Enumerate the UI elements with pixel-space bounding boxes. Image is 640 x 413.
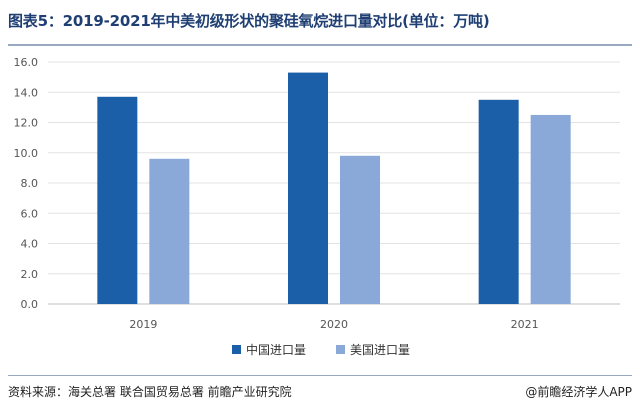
y-tick-label: 6.0 <box>21 207 39 220</box>
y-tick-label: 4.0 <box>21 238 39 251</box>
chart-title: 图表5：2019-2021年中美初级形状的聚硅氧烷进口量对比(单位：万吨) <box>8 12 490 30</box>
legend-label: 美国进口量 <box>350 343 410 357</box>
y-tick-label: 0.0 <box>21 298 39 311</box>
legend-label: 中国进口量 <box>246 342 306 357</box>
bar-usa-2020 <box>340 155 380 304</box>
source-note: 资料来源：海关总署 联合国贸易总署 前瞻产业研究院 <box>8 385 292 399</box>
x-tick-label: 2019 <box>129 318 157 331</box>
chart-area: 0.0 2.0 4.0 6.0 8.0 10.0 12.0 14.0 16.0 2019 2020 2… <box>0 50 640 370</box>
y-tick-label: 14.0 <box>14 86 39 99</box>
y-tick-label: 2.0 <box>21 268 39 281</box>
y-tick-label: 12.0 <box>14 117 39 130</box>
title-divider <box>8 44 632 46</box>
y-tick-label: 8.0 <box>21 177 39 190</box>
footer-divider <box>8 375 632 376</box>
bar-usa-2021 <box>530 114 571 304</box>
bar-chart: 0.0 2.0 4.0 6.0 8.0 10.0 12.0 14.0 16.0 2019 2020 2… <box>14 56 620 357</box>
y-tick-label: 10.0 <box>14 147 39 160</box>
legend-swatch <box>336 345 345 354</box>
x-tick-label: 2021 <box>511 318 539 331</box>
bar-china-2020 <box>288 72 328 305</box>
y-tick-label: 16.0 <box>14 56 39 69</box>
bar-china-2019 <box>97 96 138 304</box>
x-tick-label: 2020 <box>320 318 348 331</box>
brand-credit: @前瞻经济学人APP <box>525 385 632 399</box>
bar-usa-2019 <box>149 158 190 304</box>
bar-china-2021 <box>478 99 519 304</box>
legend-swatch <box>232 345 241 354</box>
